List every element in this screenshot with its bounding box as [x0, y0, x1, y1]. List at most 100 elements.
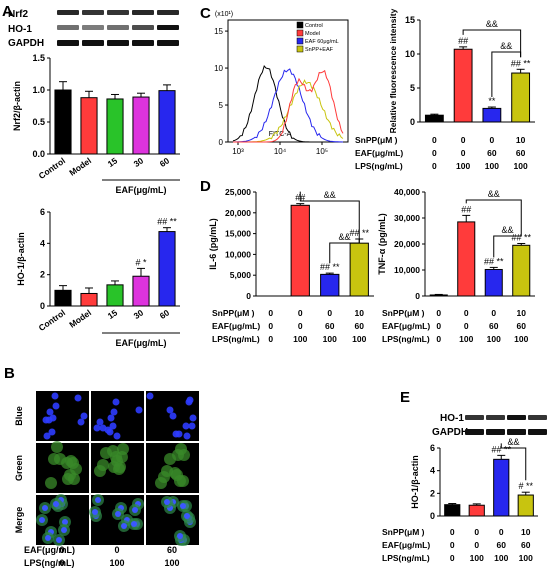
y-tick-label: 10: [214, 64, 223, 73]
y-tick-label: 0.0: [32, 149, 45, 159]
bracket-label: &&: [488, 189, 500, 199]
treatment-value: 0: [436, 321, 441, 331]
e-ho1-band-1: [486, 415, 505, 420]
nucleus: [109, 422, 117, 430]
legend-label: Control: [305, 23, 323, 29]
y-axis-label: HO-1/β-actin: [16, 232, 26, 286]
treatment-value: 0: [461, 148, 466, 158]
treatment-value: 0: [298, 308, 303, 318]
category-label: 60: [158, 155, 172, 169]
treatment-value: 0: [474, 527, 479, 537]
category-label: 15: [106, 155, 120, 169]
bar: [290, 204, 310, 297]
treatment-label: EAF(μg/mL): [355, 148, 403, 158]
cell: [169, 467, 181, 479]
western-blot-a: Nrf2 HO-1 GAPDH: [8, 8, 180, 52]
bar: [493, 458, 510, 517]
nucleus: [77, 418, 85, 426]
y-tick-label: 10,000: [394, 265, 420, 275]
category-label: 30: [132, 307, 146, 321]
treatment-label: LPS(ng/mL): [382, 334, 430, 344]
comparison-bracket: [462, 29, 522, 58]
y-tick-label: 4: [40, 238, 45, 248]
nucleus: [132, 507, 138, 513]
y-tick-label: 20,000: [225, 208, 251, 218]
nucleus: [184, 513, 190, 519]
y-tick-label: 0: [40, 301, 45, 311]
blot-label-gapdh: GAPDH: [8, 38, 44, 49]
y-tick-label: 0: [219, 138, 224, 147]
bar: [106, 284, 124, 307]
e-gapdh-band-1: [486, 429, 505, 435]
nucleus: [189, 414, 197, 422]
y-tick-label: 6: [430, 443, 435, 453]
treatment-value: 10: [516, 135, 526, 145]
treatment-value: 10: [355, 308, 365, 318]
treatment-value: 60: [516, 148, 526, 158]
y-axis-label: Relative fluorescence intensity: [388, 8, 398, 133]
treatment-value: 10: [521, 527, 531, 537]
y-tick-label: 20,000: [394, 239, 420, 249]
nucleus: [61, 527, 67, 533]
x-tick-label: 10⁵: [316, 147, 328, 156]
row-label: Green: [14, 455, 24, 481]
lps-value: 100: [164, 558, 179, 568]
cell: [61, 457, 73, 469]
treatment-value: 0: [327, 308, 332, 318]
nucleus: [183, 432, 191, 440]
treatment-value: 100: [352, 334, 366, 344]
treatment-label: LPS(ng/mL): [212, 334, 260, 344]
nrf2-band-1: [82, 10, 104, 15]
bar: [429, 294, 448, 297]
treatment-label: SnPP(μM ): [355, 135, 398, 145]
treatment-value: 60: [487, 148, 497, 158]
cell: [94, 465, 106, 477]
y-axis-label: IL-6 (pg/mL): [208, 218, 218, 270]
legend-label: SnPP+EAF: [305, 47, 334, 53]
bar: [424, 114, 444, 123]
category-label: Control: [37, 307, 67, 333]
nucleus: [48, 428, 56, 436]
nucleus: [121, 523, 127, 529]
treatment-value: 100: [293, 334, 307, 344]
blot-e-label-ho1: HO-1: [440, 413, 464, 424]
treatment-value: 0: [268, 334, 273, 344]
bar: [132, 275, 150, 307]
treatment-value: 100: [459, 334, 473, 344]
eaf-value: 60: [167, 545, 177, 555]
treatment-value: 0: [298, 321, 303, 331]
y-tick-label: 1.5: [32, 53, 45, 63]
treatment-value: 60: [497, 540, 507, 550]
y-tick-label: 0: [410, 117, 415, 127]
bar: [80, 97, 98, 155]
nucleus: [42, 505, 48, 511]
legend-swatch: [296, 45, 304, 53]
bar: [106, 98, 124, 155]
x-tick-label: 10⁴: [274, 147, 287, 156]
nucleus: [51, 392, 59, 400]
legend-swatch: [296, 29, 304, 37]
nucleus: [107, 414, 115, 422]
bar: [80, 292, 98, 307]
nrf2-band-4: [157, 10, 179, 15]
y-axis-label: Nrf2/β-actin: [12, 81, 22, 131]
treatment-value: 60: [517, 321, 527, 331]
x-tick-label: 10³: [232, 147, 244, 156]
nucleus: [42, 416, 50, 424]
fluorescence-bar-chart: 0 5 10 15 ## ** ## ** Relative fluorescence int…: [355, 8, 535, 171]
histogram-control: [232, 64, 343, 143]
nucleus: [92, 509, 98, 515]
e-ho1-band-2: [507, 415, 526, 420]
cell: [172, 449, 184, 461]
treatment-value: 0: [432, 148, 437, 158]
lps-value: 100: [109, 558, 124, 568]
nucleus: [39, 517, 45, 523]
significance-mark: ## **: [320, 262, 340, 272]
treatment-label: LPS(ng/mL): [382, 553, 430, 563]
panel-label-e: E: [400, 389, 410, 406]
blot-label-ho1: HO-1: [8, 24, 32, 35]
nucleus: [52, 402, 60, 410]
tnf-bar-chart: 0 10,000 20,000 30,000 40,000 ## ## ** ## ** TNF…: [377, 187, 535, 344]
treatment-value: 100: [487, 334, 501, 344]
